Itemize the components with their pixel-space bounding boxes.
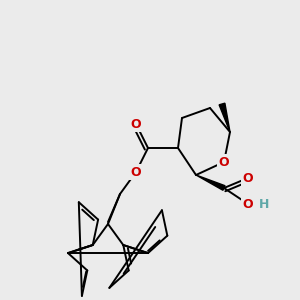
Text: H: H (259, 197, 269, 211)
Text: O: O (243, 172, 253, 184)
Text: O: O (131, 118, 141, 130)
Polygon shape (219, 103, 230, 132)
Text: O: O (243, 197, 253, 211)
Polygon shape (196, 175, 225, 190)
Text: O: O (131, 166, 141, 178)
Text: O: O (219, 155, 229, 169)
